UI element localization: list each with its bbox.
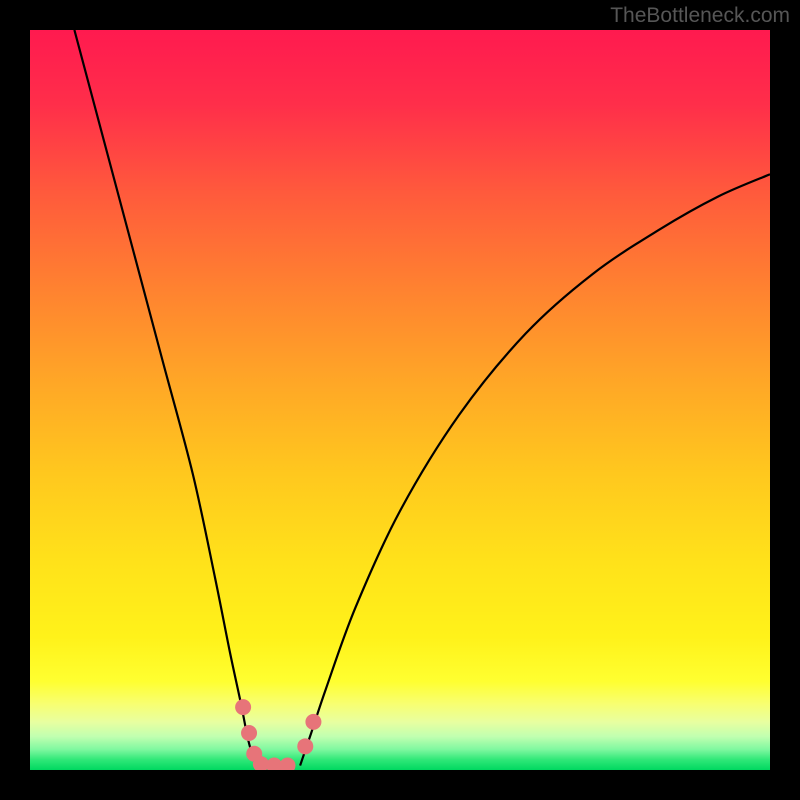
marker-dot	[241, 725, 257, 741]
watermark-text: TheBottleneck.com	[610, 4, 790, 28]
marker-dot	[235, 699, 251, 715]
marker-dot	[297, 738, 313, 754]
optimal-markers	[235, 699, 321, 770]
marker-dot	[305, 714, 321, 730]
plot-area	[30, 30, 770, 770]
marker-dot	[280, 758, 296, 770]
right-curve-line	[300, 174, 770, 765]
left-curve-line	[74, 30, 255, 766]
bottleneck-curve	[30, 30, 770, 770]
